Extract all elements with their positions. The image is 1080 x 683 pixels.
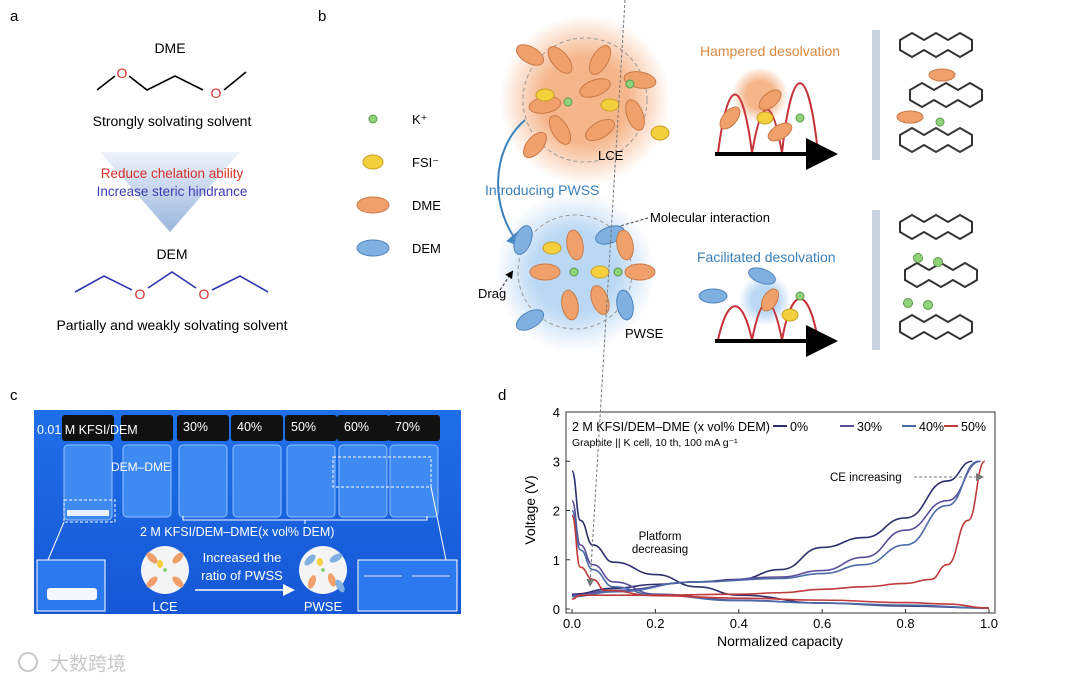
annotation-platform: decreasing [632,544,688,556]
x-tick-label: 0.4 [730,616,748,631]
vial-label: 50% [291,420,316,434]
dme-description: Strongly solvating solvent [93,113,252,129]
vial-label: 30% [183,420,208,434]
graphite-electrode-top [872,30,983,160]
dem-molecule-icon [356,239,390,257]
series-line-0pct-charge [571,460,973,596]
lce-label: LCE [598,148,624,163]
vial-label: 40% [237,420,262,434]
y-tick-label: 3 [553,454,560,469]
legend: K⁺ FSI⁻ DME DEM [356,112,441,257]
x-tick-label: 0.6 [813,616,831,631]
plot-frame [565,411,996,614]
vial-label: 0.01 M KFSI/DEM [37,423,138,437]
chart-subtitle: Graphite || K cell, 10 th, 100 mA g⁻¹ [572,437,738,449]
inset-clear [357,559,458,612]
panel-label-b: b [318,8,326,25]
dem-dme-label: DEM–DME [111,460,171,474]
transition-arrow-icon [100,152,240,232]
dem-label: DEM [156,246,187,262]
bracket [182,516,428,524]
pwse-label: PWSE [304,599,343,614]
vial-label: 60% [344,420,369,434]
y-tick-label: 1 [553,553,560,568]
drag-arrow-icon [499,270,514,291]
lce-label: LCE [152,599,178,614]
increased-ratio-text: ratio of PWSS [201,568,283,583]
vial-caps [62,415,440,441]
graphite-electrode-bottom [872,210,978,350]
highlight-box [332,456,432,488]
k-ion-icon [368,114,378,124]
series-label: 2 M KFSI/DEM–DME(x vol% DEM) [140,525,334,539]
oxygen-atom: O [211,85,222,101]
energy-barrier-diagram-top [715,67,838,170]
x-tick-label: 0.0 [563,616,581,631]
oxygen-atom: O [135,286,146,302]
dme-molecule-icon [356,196,390,214]
reduce-chelation-text: Reduce chelation ability [101,166,244,181]
panel-a: a DME O O Strongly solvating solvent Red… [10,8,288,333]
vials [63,444,439,521]
x-tick-label: 0.2 [646,616,664,631]
fsi-anion-icon [362,154,384,170]
x-tick-label: 1.0 [980,616,998,631]
lce-cluster [500,15,670,185]
energy-barrier-diagram-bottom [698,267,838,357]
legend-label: K⁺ [412,112,428,127]
precipitate [47,588,97,600]
y-axis-label: Voltage (V) [522,475,538,544]
series-line-30pct-charge [571,460,981,597]
chart-title: 2 M KFSI/DEM–DME (x vol% DEM) [572,420,770,434]
y-tick-label: 4 [553,405,560,420]
legend-label: DEM [412,241,441,256]
legend-label: 30% [857,420,882,434]
hampered-desolvation-label: Hampered desolvation [700,43,840,59]
annotation-platform: Platform [639,531,682,543]
series-line-50pct-charge [571,460,986,600]
inset-precipitate [36,559,106,612]
series-line-40pct-charge [571,460,979,598]
y-tick-label: 0 [553,602,560,617]
panel-b: b K⁺ FSI⁻ DME DEM [318,8,983,357]
annotation-ce: CE increasing [830,472,902,484]
increased-ratio-text: Increased the [203,550,282,565]
dem-molecule [74,271,269,293]
x-axis-label: Normalized capacity [717,633,843,649]
oxygen-atom: O [117,65,128,81]
legend-label: 40% [919,420,944,434]
watermark: 大数跨境 [50,653,126,675]
watermark-logo-icon [18,652,38,672]
vial-label: 70% [395,420,420,434]
legend-label: DME [412,198,441,213]
dem-description: Partially and weakly solvating solvent [56,317,287,333]
legend-label: FSI⁻ [412,155,439,170]
y-tick-label: 2 [553,504,560,519]
panel-label-a: a [10,8,19,25]
panel-label-c: c [10,387,18,404]
facilitated-desolvation-label: Facilitated desolvation [697,249,836,265]
oxygen-atom: O [199,286,210,302]
pwse-cluster [495,192,656,352]
drag-label: Drag [478,286,506,301]
molecular-interaction-label: Molecular interaction [650,210,770,225]
precipitate [67,510,109,516]
x-tick-label: 0.8 [897,616,915,631]
zoom-lines [47,486,447,561]
panel-label-d: d [498,387,506,404]
panel-c: c 0.01 M KFSI/DEM 30% 40% 50% 60% 70% DE… [10,387,461,614]
series-line-50pct-discharge [571,514,990,609]
annotation-arrow [586,0,626,587]
legend-label: 50% [961,420,986,434]
dme-molecule [96,71,247,91]
legend-label: 0% [790,420,808,434]
increase-steric-text: Increase steric hindrance [97,184,248,199]
pwse-label: PWSE [625,326,664,341]
highlight-box [63,499,116,523]
dme-label: DME [154,40,185,56]
